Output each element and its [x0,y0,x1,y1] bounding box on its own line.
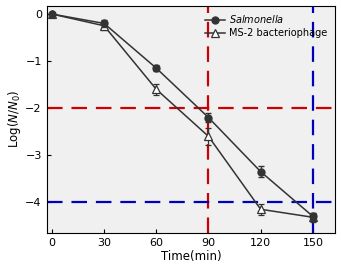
Y-axis label: Log($\mathit{N}$/$\mathit{N_0}$): Log($\mathit{N}$/$\mathit{N_0}$) [5,90,23,148]
Legend: $\it{Salmonella}$, MS-2 bacteriophage: $\it{Salmonella}$, MS-2 bacteriophage [202,10,330,41]
X-axis label: Time(min): Time(min) [161,250,221,263]
